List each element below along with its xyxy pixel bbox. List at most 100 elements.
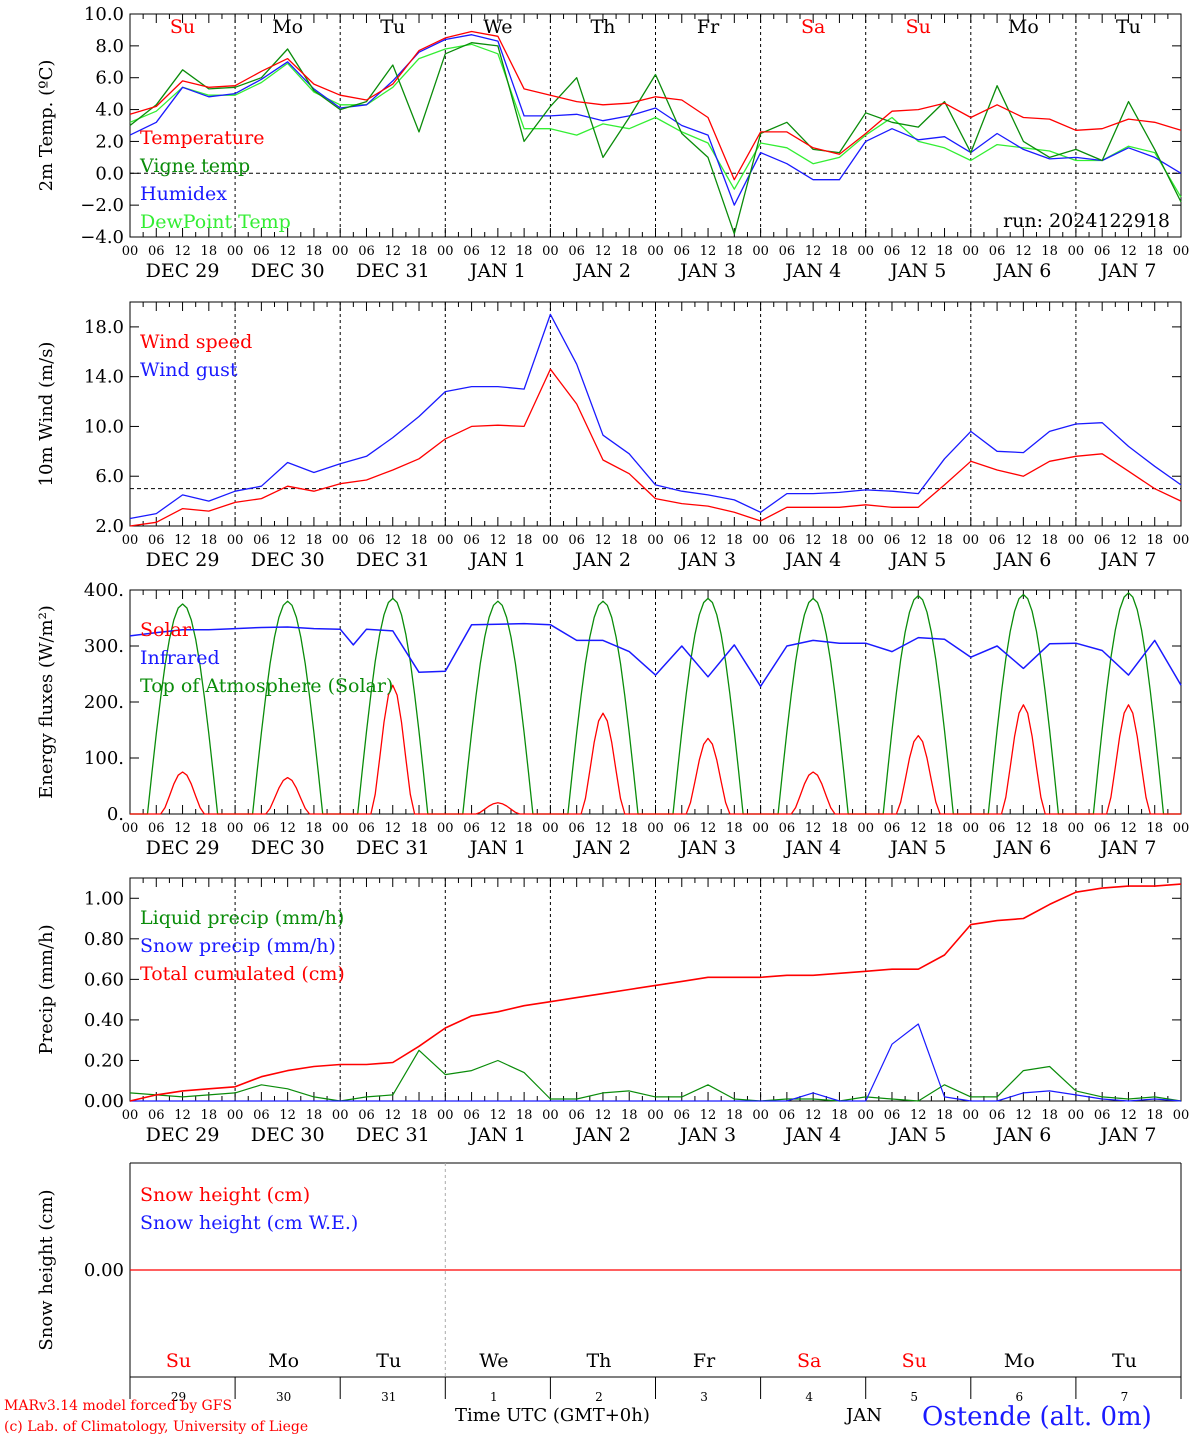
hour-label: 00 <box>542 533 559 548</box>
hour-label: 06 <box>358 244 375 259</box>
hour-label: 00 <box>752 533 769 548</box>
hour-label: 18 <box>1146 533 1163 548</box>
hour-label: 00 <box>647 244 664 259</box>
hour-label: 00 <box>332 821 349 836</box>
hour-label: 18 <box>936 533 953 548</box>
y-axis-label: Snow height (cm) <box>36 1189 57 1350</box>
hour-label: 18 <box>411 244 428 259</box>
model-credit: MARv3.14 model forced by GFS <box>4 1398 233 1414</box>
date-label: JAN 6 <box>993 837 1051 859</box>
hour-label: 12 <box>1015 533 1032 548</box>
hour-label: 00 <box>122 821 139 836</box>
hour-label: 18 <box>306 1108 323 1123</box>
y-tick-label: −2.0 <box>80 195 124 216</box>
hour-label: 00 <box>122 244 139 259</box>
weekday-label: Mo <box>1008 16 1039 38</box>
hour-label: 12 <box>910 244 927 259</box>
hour-label: 12 <box>595 821 612 836</box>
series-dewpoint-temp <box>129 43 1182 198</box>
legend-item: Humidex <box>140 183 227 205</box>
y-tick-label: 0.00 <box>84 1260 124 1281</box>
day-number: 29 <box>171 1390 186 1404</box>
legend-item: Snow precip (mm/h) <box>140 935 336 957</box>
hour-label: 18 <box>1146 244 1163 259</box>
date-label: JAN 2 <box>573 1124 631 1146</box>
legend-item: Wind speed <box>140 331 252 353</box>
panel-frame-1 <box>129 13 1182 238</box>
legend-item: Snow height (cm) <box>140 1184 310 1206</box>
hour-label: 12 <box>490 821 507 836</box>
hour-label: 06 <box>148 244 165 259</box>
hour-label: 18 <box>726 533 743 548</box>
y-tick-label: 0.60 <box>84 969 124 990</box>
hour-label: 00 <box>1068 533 1085 548</box>
hour-label: 12 <box>1120 821 1137 836</box>
date-label: JAN 7 <box>1098 260 1156 282</box>
hour-label: 00 <box>857 533 874 548</box>
station-title: Ostende (alt. 0m) <box>922 1402 1152 1432</box>
hour-label: 18 <box>621 821 638 836</box>
hour-label: 12 <box>805 1108 822 1123</box>
hour-label: 18 <box>621 244 638 259</box>
hour-label: 18 <box>831 821 848 836</box>
date-label: JAN 1 <box>468 1124 526 1146</box>
hour-label: 00 <box>542 821 559 836</box>
hour-label: 18 <box>1041 533 1058 548</box>
day-number: 3 <box>700 1390 708 1404</box>
legend-item: Temperature <box>140 127 264 149</box>
hour-label: 00 <box>332 1108 349 1123</box>
y-tick-label: −4.0 <box>80 227 124 248</box>
hour-label: 06 <box>463 821 480 836</box>
date-label: JAN 3 <box>678 260 736 282</box>
date-label: JAN 1 <box>468 549 526 571</box>
hour-label: 12 <box>1015 1108 1032 1123</box>
series-liquid-precip-mm-h- <box>129 1049 1182 1102</box>
hour-label: 06 <box>779 821 796 836</box>
hour-label: 12 <box>174 1108 191 1123</box>
hour-label: 06 <box>148 1108 165 1123</box>
weekday-label: Th <box>586 1350 611 1372</box>
weekday-label: Fr <box>693 1350 716 1372</box>
date-label: JAN 2 <box>573 549 631 571</box>
hour-label: 12 <box>174 244 191 259</box>
y-tick-label: 14.0 <box>84 367 124 388</box>
date-label: DEC 30 <box>251 549 325 571</box>
hour-label: 18 <box>516 244 533 259</box>
weekday-label: Mo <box>268 1350 299 1372</box>
date-label: JAN 3 <box>678 549 736 571</box>
date-label: JAN 5 <box>888 1124 946 1146</box>
run-label: run: 2024122918 <box>1003 210 1170 232</box>
hour-label: 18 <box>936 821 953 836</box>
hour-label: 18 <box>411 821 428 836</box>
hour-label: 00 <box>963 244 980 259</box>
series-snow-precip-mm-h- <box>130 1023 1182 1102</box>
hour-label: 18 <box>411 533 428 548</box>
date-label: DEC 29 <box>146 260 220 282</box>
hour-label: 06 <box>1094 1108 1111 1123</box>
y-axis-label: 10m Wind (m/s) <box>36 342 57 487</box>
series-solar <box>130 684 1181 815</box>
y-tick-label: 2.0 <box>95 131 124 152</box>
hour-label: 18 <box>516 533 533 548</box>
hour-label: 00 <box>1068 1108 1085 1123</box>
legend-item: Solar <box>140 619 192 641</box>
weekday-label: Fr <box>697 16 720 38</box>
hour-label: 18 <box>516 1108 533 1123</box>
hour-label: 06 <box>674 821 691 836</box>
date-label: DEC 31 <box>356 260 430 282</box>
hour-label: 06 <box>568 533 585 548</box>
weekday-label: Su <box>906 16 931 38</box>
y-axis-label: Energy fluxes (W/m²) <box>36 605 57 799</box>
day-number: 30 <box>276 1390 291 1404</box>
hour-label: 06 <box>358 821 375 836</box>
hour-label: 12 <box>595 533 612 548</box>
day-number: 2 <box>595 1390 603 1404</box>
hour-label: 00 <box>963 1108 980 1123</box>
legend-item: Infrared <box>140 647 220 669</box>
date-label: DEC 31 <box>356 1124 430 1146</box>
hour-label: 00 <box>542 244 559 259</box>
hour-label: 18 <box>1146 821 1163 836</box>
hour-label: 12 <box>910 821 927 836</box>
y-tick-label: 8.0 <box>95 36 124 57</box>
hour-label: 12 <box>805 821 822 836</box>
